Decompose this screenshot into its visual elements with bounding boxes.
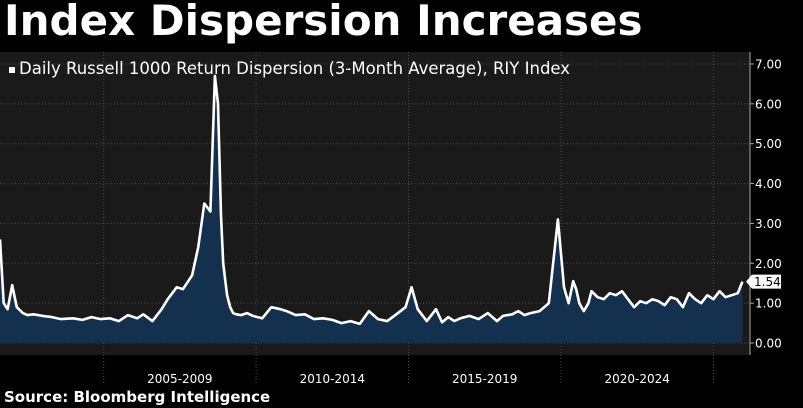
x-tick-label: 2020-2024 bbox=[604, 372, 669, 386]
legend: Daily Russell 1000 Return Dispersion (3-… bbox=[9, 59, 570, 78]
y-tick-label: 4.00 bbox=[755, 177, 782, 191]
dispersion-chart: 2005-2009 2010-2014 2015-2019 2020-2024 0.0… bbox=[0, 52, 782, 386]
chart-container: 2005-2009 2010-2014 2015-2019 2020-2024 0.0… bbox=[0, 52, 803, 386]
x-tick-label: 2010-2014 bbox=[300, 372, 365, 386]
series-line bbox=[0, 74, 744, 326]
source-note: Source: Bloomberg Intelligence bbox=[4, 388, 271, 406]
y-tick-label: 7.00 bbox=[755, 57, 782, 71]
y-tick-label: 5.00 bbox=[755, 137, 782, 151]
x-tick-label: 2015-2019 bbox=[452, 372, 517, 386]
y-tick-label: 1.00 bbox=[755, 297, 782, 311]
last-value-callout: 1.54 bbox=[746, 274, 781, 289]
y-tick-label: 2.00 bbox=[755, 257, 782, 271]
legend-label: Daily Russell 1000 Return Dispersion (3-… bbox=[19, 59, 570, 78]
series-area-fill bbox=[0, 75, 743, 344]
x-axis: 2005-2009 2010-2014 2015-2019 2020-2024 bbox=[147, 372, 670, 386]
x-tick-label: 2005-2009 bbox=[147, 372, 212, 386]
y-tick-label: 0.00 bbox=[755, 337, 782, 351]
y-tick-label: 3.00 bbox=[755, 217, 782, 231]
legend-swatch bbox=[9, 67, 15, 73]
y-tick-label: 6.00 bbox=[755, 97, 782, 111]
chart-headline: Index Dispersion Increases bbox=[4, 0, 643, 45]
last-value-box bbox=[746, 274, 781, 289]
last-value-label: 1.54 bbox=[754, 275, 781, 289]
y-axis: 0.00 1.00 2.00 3.00 4.00 5.00 6.00 7.00 bbox=[749, 52, 782, 355]
